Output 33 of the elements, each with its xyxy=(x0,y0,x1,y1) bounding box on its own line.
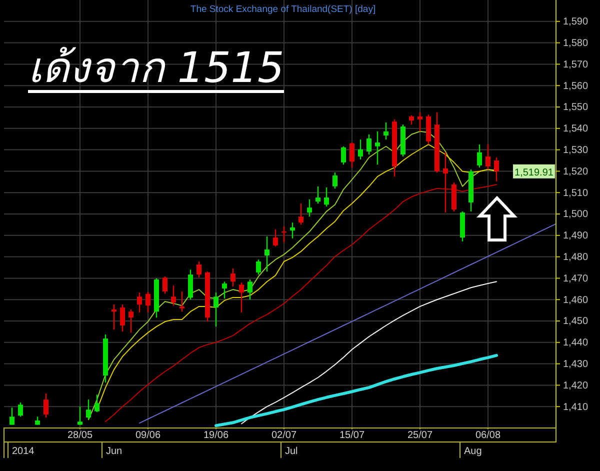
y-tick-label: 1,480 xyxy=(563,252,588,263)
x-tick-label: 15/07 xyxy=(339,430,365,442)
chart-title: The Stock Exchange of Thailand(SET) [day] xyxy=(190,4,376,15)
y-tick-label: 1,540 xyxy=(563,124,588,135)
x-tick-label: 25/07 xyxy=(407,430,433,442)
x-tick-label: 09/06 xyxy=(135,430,161,442)
y-tick-label: 1,410 xyxy=(563,402,588,413)
x-tick-label: 19/06 xyxy=(203,430,229,442)
y-tick-label: 1,530 xyxy=(563,145,588,156)
y-tick-label: 1,450 xyxy=(563,316,588,328)
text: Aug xyxy=(464,446,482,457)
y-tick-label: 1,520 xyxy=(563,166,588,178)
x-tick-label: 06/08 xyxy=(475,430,501,442)
y-tick-label: 1,460 xyxy=(563,294,588,306)
text: 2014 xyxy=(12,446,35,457)
y-tick-label: 1,420 xyxy=(563,380,588,392)
y-tick-label: 1,470 xyxy=(563,273,588,284)
y-tick-label: 1,440 xyxy=(563,338,588,349)
text: Jul xyxy=(285,446,298,457)
y-tick-label: 1,560 xyxy=(563,80,588,92)
y-tick-label: 1,590 xyxy=(563,16,588,28)
text: Jun xyxy=(106,446,122,457)
y-tick-label: 1,500 xyxy=(563,209,588,220)
annotation: 1,519.91 xyxy=(514,167,554,178)
y-tick-label: 1,570 xyxy=(563,59,588,70)
y-tick-label: 1,430 xyxy=(563,359,588,370)
y-tick-label: 1,490 xyxy=(563,230,588,242)
x-tick-label: 02/07 xyxy=(271,430,297,442)
y-tick-label: 1,510 xyxy=(563,188,588,199)
x-tick-label: 28/05 xyxy=(67,430,93,442)
y-tick-label: 1,550 xyxy=(563,102,588,114)
y-tick-label: 1,580 xyxy=(563,38,588,49)
annotation: เด้งจาก 1515 xyxy=(28,43,284,93)
